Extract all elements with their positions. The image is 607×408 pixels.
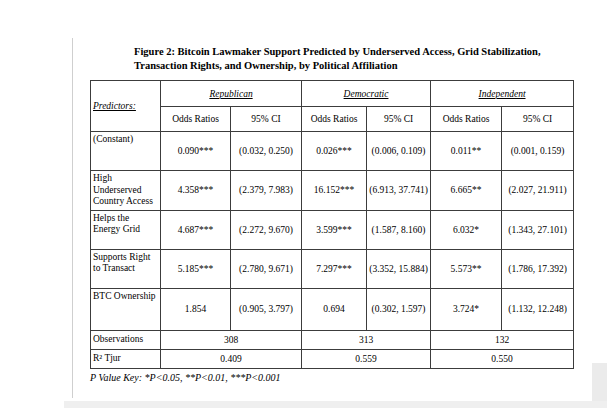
r2-value-cell: 0.550 xyxy=(431,349,574,368)
odds-ratio-cell: 5.573** xyxy=(431,249,502,288)
ci-cell: (0.032, 0.250) xyxy=(231,132,302,171)
observations-value-cell: 308 xyxy=(161,330,302,349)
odds-ratio-cell: 6.032* xyxy=(431,210,502,249)
observations-row: Observations 308 313 132 xyxy=(91,330,574,349)
summary-label-cell: Observations xyxy=(91,330,161,349)
table-row: BTC Ownership 1.854 (0.905, 3.797) 0.694… xyxy=(91,288,574,330)
ci-cell: (1.132, 12.248) xyxy=(502,288,574,330)
subheader-ci: 95% CI xyxy=(367,107,431,132)
group-header-row: Predictors: Republican Democratic Indepe… xyxy=(91,81,574,107)
ci-cell: (0.001, 0.159) xyxy=(502,132,574,171)
subheader-odds-ratios: Odds Ratios xyxy=(431,107,502,132)
subheader-odds-ratios: Odds Ratios xyxy=(302,107,367,132)
ci-cell: (0.302, 1.597) xyxy=(367,288,431,330)
odds-ratio-cell: 0.026*** xyxy=(302,132,367,171)
table-row: Supports Right to Transact 5.185*** (2.7… xyxy=(91,249,574,288)
subheader-ci: 95% CI xyxy=(502,107,574,132)
group-header-republican: Republican xyxy=(161,81,302,107)
ci-cell: (2.027, 21.911) xyxy=(502,171,574,211)
odds-ratio-cell: 6.665** xyxy=(431,171,502,211)
ci-cell: (1.587, 8.160) xyxy=(367,210,431,249)
subheader-odds-ratios: Odds Ratios xyxy=(161,107,231,132)
predictor-cell: BTC Ownership xyxy=(91,288,161,330)
predictor-cell: Supports Right to Transact xyxy=(91,249,161,288)
odds-ratio-cell: 0.694 xyxy=(302,288,367,330)
group-header-democratic: Democratic xyxy=(302,81,431,107)
odds-ratio-cell: 5.185*** xyxy=(161,249,231,288)
odds-ratio-cell: 3.724* xyxy=(431,288,502,330)
odds-ratio-cell: 7.297*** xyxy=(302,249,367,288)
results-table: Predictors: Republican Democratic Indepe… xyxy=(90,80,574,369)
odds-ratio-cell: 0.090*** xyxy=(161,132,231,171)
ci-cell: (2.272, 9.670) xyxy=(231,210,302,249)
summary-label-cell: R² Tjur xyxy=(91,349,161,368)
r2-tjur-row: R² Tjur 0.409 0.559 0.550 xyxy=(91,349,574,368)
observations-value-cell: 132 xyxy=(431,330,574,349)
ci-cell: (6.913, 37.741) xyxy=(367,171,431,211)
ci-cell: (2.780, 9.671) xyxy=(231,249,302,288)
figure-title-line1: Figure 2: Bitcoin Lawmaker Support Predi… xyxy=(134,45,574,59)
odds-ratio-cell: 4.687*** xyxy=(161,210,231,249)
predictor-cell: (Constant) xyxy=(91,132,161,171)
observations-value-cell: 313 xyxy=(302,330,431,349)
ci-cell: (0.905, 3.797) xyxy=(231,288,302,330)
document-page: Figure 2: Bitcoin Lawmaker Support Predi… xyxy=(0,0,607,408)
figure-title: Figure 2: Bitcoin Lawmaker Support Predi… xyxy=(134,45,574,73)
odds-ratio-cell: 1.854 xyxy=(161,288,231,330)
table-row: (Constant) 0.090*** (0.032, 0.250) 0.026… xyxy=(91,132,574,171)
r2-value-cell: 0.409 xyxy=(161,349,302,368)
odds-ratio-cell: 4.358*** xyxy=(161,171,231,211)
subheader-ci: 95% CI xyxy=(231,107,302,132)
ci-cell: (2.379, 7.983) xyxy=(231,171,302,211)
ci-cell: (3.352, 15.884) xyxy=(367,249,431,288)
page-edge-line xyxy=(72,38,73,398)
predictors-header-cell: Predictors: xyxy=(91,81,161,132)
odds-ratio-cell: 16.152*** xyxy=(302,171,367,211)
group-header-independent: Independent xyxy=(431,81,574,107)
table-row: High Underserved Country Access 4.358***… xyxy=(91,171,574,211)
predictor-cell: High Underserved Country Access xyxy=(91,171,161,211)
predictor-cell: Helps the Energy Grid xyxy=(91,210,161,249)
ci-cell: (0.006, 0.109) xyxy=(367,132,431,171)
p-value-key: P Value Key: *P<0.05, **P<0.01, ***P<0.0… xyxy=(90,372,281,383)
odds-ratio-cell: 0.011** xyxy=(431,132,502,171)
r2-value-cell: 0.559 xyxy=(302,349,431,368)
ci-cell: (1.786, 17.392) xyxy=(502,249,574,288)
table-row: Helps the Energy Grid 4.687*** (2.272, 9… xyxy=(91,210,574,249)
ci-cell: (1.343, 27.101) xyxy=(502,210,574,249)
odds-ratio-cell: 3.599*** xyxy=(302,210,367,249)
figure-title-line2: Transaction Rights, and Ownership, by Po… xyxy=(134,59,574,73)
sub-header-row: Odds Ratios 95% CI Odds Ratios 95% CI Od… xyxy=(91,107,574,132)
page-margin-bottom xyxy=(64,401,607,408)
